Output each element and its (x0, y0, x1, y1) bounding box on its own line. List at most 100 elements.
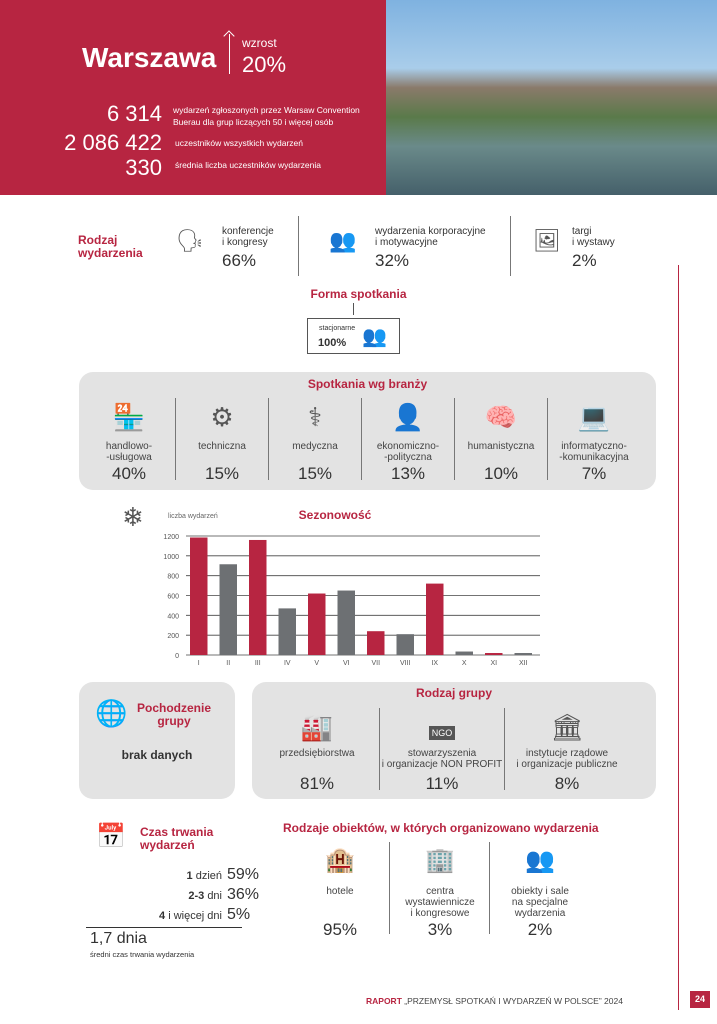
ngo-icon: NGO (387, 712, 497, 743)
duration-row-pct: 59% (227, 866, 260, 883)
header-panel: Warszawa wzrost 20% 6 314 wydarzeń zgłos… (0, 0, 386, 195)
group-panel: Rodzaj grupy (252, 682, 656, 799)
divider (86, 927, 242, 928)
growth-value: 20% (242, 52, 287, 77)
x-tick-label: IV (284, 660, 291, 667)
y-tick-label: 0 (175, 653, 179, 660)
x-tick-label: V (314, 660, 319, 667)
y-tick-label: 600 (167, 594, 179, 601)
duration-avg-label: średni czas trwania wydarzenia (90, 950, 195, 959)
venue-pct: 95% (322, 920, 358, 939)
group-label: przedsiębiorstwa (279, 748, 355, 759)
bar-X (455, 651, 473, 655)
group-title: Rodzaj grupy (415, 686, 492, 700)
group-pct: 8% (554, 774, 580, 793)
industry-label: medyczna (292, 441, 338, 452)
meeting-room-icon: 👥 (525, 847, 555, 874)
bar-VII (367, 631, 385, 655)
bar-II (219, 564, 237, 655)
page-margin-line (678, 265, 679, 1010)
x-tick-label: VI (343, 660, 350, 667)
bar-VIII (396, 634, 414, 655)
medical-icon: ⚕ (307, 402, 323, 432)
divider (298, 216, 299, 276)
event-type-fairs: targi i wystawy 2% (572, 226, 615, 270)
x-tick-label: XI (490, 660, 497, 667)
government-icon: 🏛 (550, 712, 584, 742)
arrow-up-icon (223, 30, 235, 74)
stat-events-value: 6 314 (106, 101, 162, 126)
divider (268, 398, 269, 480)
economy-icon: 👤 (391, 402, 425, 432)
venue-pct: 3% (427, 920, 453, 939)
industry-pct: 15% (204, 464, 240, 483)
x-tick-label: XII (519, 660, 528, 667)
stat-participants-value: 2 086 422 (64, 130, 162, 155)
industry-pct: 40% (111, 464, 147, 483)
x-tick-label: III (255, 660, 261, 667)
venues-title: Rodzaje obiektów, w których organizowano… (283, 821, 599, 835)
stat-avg-label: średnia liczba uczestników wydarzenia (175, 160, 321, 170)
y-tick-label: 400 (167, 613, 179, 620)
divider (175, 398, 176, 480)
industry-label: ekonomiczno- -polityczna (376, 441, 440, 463)
x-tick-label: I (198, 660, 200, 667)
venue-label: obiekty i sale na specjalne wydarzenia (511, 886, 569, 919)
gears-icon: ⚙ (210, 402, 234, 432)
warsaw-photo (386, 0, 717, 195)
group-label: instytucje rządowe i organizacje publiczn… (516, 748, 618, 770)
divider (510, 216, 511, 276)
y-tick-label: 1000 (163, 554, 179, 561)
bar-XI (485, 653, 503, 655)
bar-IV (278, 608, 296, 655)
industry-pct: 13% (390, 464, 426, 483)
x-tick-label: VII (371, 660, 380, 667)
connector-line (353, 303, 354, 315)
bar-XII (514, 653, 532, 655)
group-label: stowarzyszenia i organizacje NON PROFIT (381, 748, 503, 770)
x-tick-label: X (462, 660, 467, 667)
origin-value: brak danych (121, 748, 193, 762)
event-type-conferences: konferencje i kongresy 66% (222, 226, 274, 270)
bar-IX (426, 583, 444, 655)
industry-label: humanistyczna (467, 441, 535, 452)
divider (489, 842, 490, 934)
company-icon: 🏭 (300, 712, 334, 742)
stat-avg-value: 330 (125, 155, 162, 180)
footer-title: RAPORT „PRZEMYSŁ SPOTKAŃ I WYDARZEŃ W PO… (366, 996, 623, 1006)
globe-icon: 🌐 (95, 698, 128, 728)
x-tick-label: VIII (400, 660, 411, 667)
group-pct: 11% (425, 774, 459, 793)
brain-icon: 🧠 (484, 402, 518, 432)
bar-VI (337, 590, 355, 655)
origin-panel: 🌐 Pochodzenie grupy brak danych (79, 682, 235, 799)
format-pct: 100% (318, 337, 347, 349)
y-tick-label: 200 (167, 633, 179, 640)
corporate-event-icon: 👥 (329, 228, 357, 253)
season-icon: ❄ (122, 502, 144, 532)
origin-title: Pochodzenie grupy (137, 701, 212, 728)
duration-row-label: 2-3 dni (188, 890, 222, 902)
x-tick-label: IX (431, 660, 438, 667)
growth-label: wzrost (242, 36, 277, 50)
divider (379, 708, 380, 790)
shop-icon: 🏪 (112, 402, 146, 432)
stat-events-label: wydarzeń zgłoszonych przez Warsaw Conven… (173, 105, 360, 127)
format-title: Forma spotkania (310, 287, 407, 301)
city-title: Warszawa (82, 42, 217, 73)
industry-label: handlowo- -usługowa (105, 441, 153, 463)
event-type-corporate: wydarzenia korporacyjne i motywacyjne 32% (375, 226, 486, 270)
divider (361, 398, 362, 480)
fair-icon: 🖼 (533, 228, 561, 253)
venue-label: centra wystawiennicze i kongresowe (405, 886, 475, 919)
divider (454, 398, 455, 480)
congress-center-icon: 🏢 (425, 847, 455, 874)
duration-row-pct: 36% (227, 886, 260, 903)
y-tick-label: 1200 (163, 534, 179, 541)
industry-title: Spotkania wg branży (307, 377, 428, 391)
group-pct: 81% (299, 774, 335, 793)
chart-ylabel: liczba wydarzeń (168, 513, 218, 520)
chart-title: Sezonowość (298, 508, 372, 522)
duration-avg: 1,7 dnia (90, 930, 147, 947)
